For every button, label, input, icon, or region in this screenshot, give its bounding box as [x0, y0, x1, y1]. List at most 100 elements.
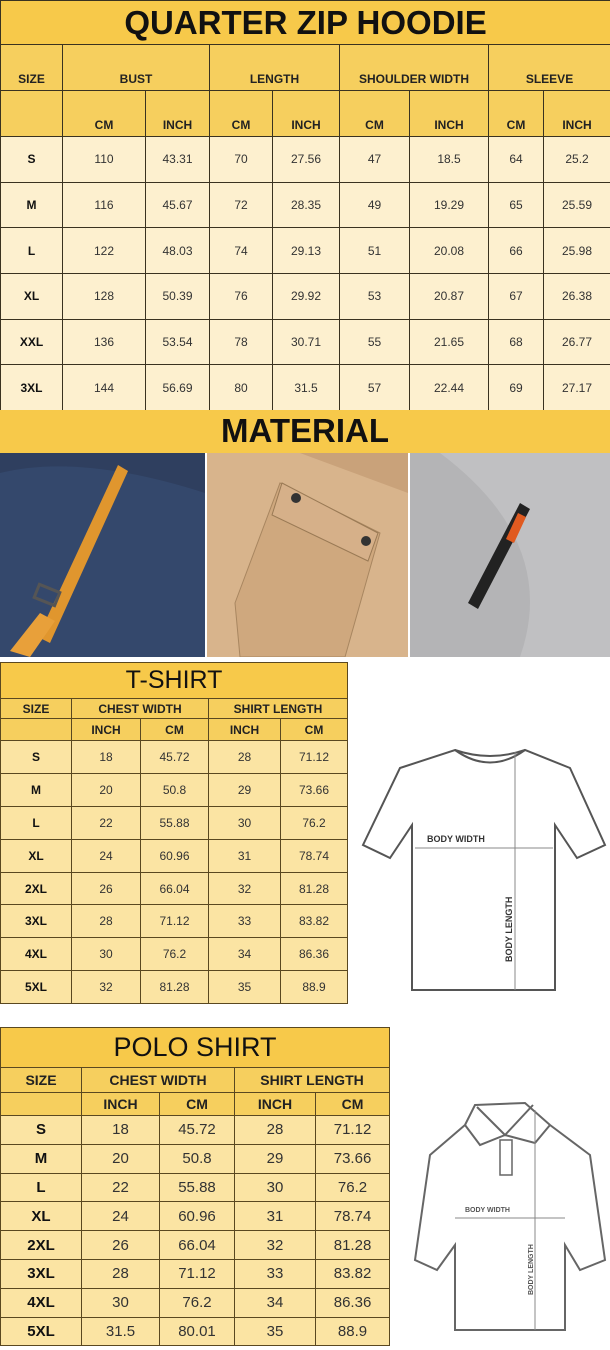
- value-cell: 86.36: [279, 937, 349, 972]
- value-cell: 60.96: [140, 838, 209, 873]
- value-cell: 76.2: [140, 937, 209, 972]
- value-cell: 128: [62, 273, 146, 320]
- value-cell: 57: [339, 364, 410, 412]
- table-row: XL 128 50.39 76 29.92 53 20.87 67 26.38: [0, 273, 610, 320]
- khaki-pocket-photo: [207, 453, 408, 657]
- value-cell: 26.77: [542, 318, 610, 366]
- value-cell: 31: [234, 1201, 316, 1232]
- column-group-header: LENGTH: [209, 44, 340, 91]
- value-cell: 50.8: [140, 772, 209, 807]
- column-group-header: SIZE: [0, 44, 63, 91]
- value-cell: 67: [488, 273, 544, 320]
- table-row: XXL 136 53.54 78 30.71 55 21.65 68 26.77: [0, 318, 610, 366]
- value-cell: 32: [208, 871, 281, 906]
- tshirt-size-table: T-SHIRT SIZE CHEST WIDTH SHIRT LENGTH INCH C…: [0, 662, 349, 1005]
- value-cell: 65: [488, 181, 544, 229]
- unit-header: INCH: [272, 90, 340, 137]
- tshirt-diagram: BODY WIDTH BODY LENGTH: [361, 748, 607, 991]
- value-cell: 31.5: [272, 364, 340, 412]
- value-cell: 71.12: [314, 1115, 391, 1145]
- unit-row: INCH CM INCH CM: [0, 1092, 391, 1116]
- table-row: 3XL 28 71.12 33 83.82: [0, 904, 349, 939]
- value-cell: 29: [208, 772, 281, 807]
- value-cell: 48.03: [145, 227, 210, 275]
- size-cell: 4XL: [0, 937, 72, 972]
- table-row: 3XL 144 56.69 80 31.5 57 22.44 69 27.17: [0, 364, 610, 412]
- table-row: XL 24 60.96 31 78.74: [0, 1201, 391, 1232]
- value-cell: 32: [234, 1230, 316, 1260]
- unit-header: INCH: [542, 90, 610, 137]
- hoodie-size-table: QUARTER ZIP HOODIE SIZE BUST LENGTH SHOULDE…: [0, 0, 610, 412]
- value-cell: 76.2: [279, 805, 349, 840]
- unit-header: CM: [488, 90, 544, 137]
- value-cell: 28: [81, 1258, 160, 1289]
- table-row: 2XL 26 66.04 32 81.28: [0, 1230, 391, 1260]
- size-cell: M: [0, 1143, 82, 1174]
- header-row: SIZE CHEST WIDTH SHIRT LENGTH: [0, 698, 349, 719]
- value-cell: 33: [234, 1258, 316, 1289]
- size-cell: 5XL: [0, 970, 72, 1005]
- table-row: L 22 55.88 30 76.2: [0, 1172, 391, 1203]
- size-cell: 3XL: [0, 1258, 82, 1289]
- value-cell: 78: [209, 318, 273, 366]
- value-cell: 47: [339, 136, 410, 183]
- unit-row: CM INCH CM INCH CM INCH CM INCH: [0, 90, 610, 137]
- value-cell: 31: [208, 838, 281, 873]
- polo-length-label: BODY LENGTH: [528, 1244, 535, 1295]
- tshirt-title: T-SHIRT: [0, 662, 349, 699]
- material-title: MATERIAL: [0, 410, 610, 453]
- column-group-header: SHIRT LENGTH: [207, 698, 349, 719]
- column-group-header: SIZE: [0, 1067, 82, 1093]
- size-cell: 5XL: [0, 1316, 82, 1347]
- unit-header: INCH: [71, 718, 141, 741]
- column-group-header: CHEST WIDTH: [71, 698, 209, 719]
- value-cell: 21.65: [409, 318, 489, 366]
- size-cell: XL: [0, 1201, 82, 1232]
- table-row: S 18 45.72 28 71.12: [0, 1115, 391, 1145]
- size-cell: S: [0, 1115, 82, 1145]
- value-cell: 68: [488, 318, 544, 366]
- table-row: 5XL 32 81.28 35 88.9: [0, 970, 349, 1005]
- value-cell: 66.04: [140, 871, 209, 906]
- value-cell: 60.96: [159, 1201, 235, 1232]
- polo-size-table: POLO SHIRT SIZE CHEST WIDTH SHIRT LENGTH IN…: [0, 1027, 391, 1347]
- size-cell: 2XL: [0, 1230, 82, 1260]
- value-cell: 24: [81, 1201, 160, 1232]
- value-cell: 50.39: [145, 273, 210, 320]
- value-cell: 43.31: [145, 136, 210, 183]
- table-row: XL 24 60.96 31 78.74: [0, 838, 349, 873]
- navy-fleece-photo: [0, 453, 205, 657]
- value-cell: 30.71: [272, 318, 340, 366]
- value-cell: 20.08: [409, 227, 489, 275]
- value-cell: 25.59: [542, 181, 610, 229]
- value-cell: 29.92: [272, 273, 340, 320]
- value-cell: 66.04: [159, 1230, 235, 1260]
- value-cell: 25.98: [542, 227, 610, 275]
- value-cell: 18.5: [409, 136, 489, 183]
- value-cell: 86.36: [314, 1287, 391, 1318]
- unit-header: CM: [62, 90, 146, 137]
- table-row: S 110 43.31 70 27.56 47 18.5 64 25.2: [0, 136, 610, 183]
- unit-header: CM: [140, 718, 209, 741]
- value-cell: 81.28: [279, 871, 349, 906]
- value-cell: 88.9: [314, 1316, 391, 1347]
- tshirt-length-label: BODY LENGTH: [504, 897, 514, 962]
- value-cell: 66: [488, 227, 544, 275]
- empty-cell: [0, 1092, 82, 1116]
- table-row: M 20 50.8 29 73.66: [0, 1143, 391, 1174]
- value-cell: 27.17: [542, 364, 610, 412]
- table-row: S 18 45.72 28 71.12: [0, 740, 349, 774]
- size-cell: XL: [0, 838, 72, 873]
- hoodie-title: QUARTER ZIP HOODIE: [0, 0, 610, 45]
- value-cell: 31.5: [81, 1316, 160, 1347]
- value-cell: 81.28: [314, 1230, 391, 1260]
- value-cell: 51: [339, 227, 410, 275]
- value-cell: 20: [81, 1143, 160, 1174]
- value-cell: 19.29: [409, 181, 489, 229]
- header-row: SIZE BUST LENGTH SHOULDER WIDTH SLEEVE: [0, 44, 610, 91]
- unit-header: CM: [209, 90, 273, 137]
- unit-header: CM: [279, 718, 349, 741]
- value-cell: 83.82: [314, 1258, 391, 1289]
- value-cell: 53.54: [145, 318, 210, 366]
- table-row: M 116 45.67 72 28.35 49 19.29 65 25.59: [0, 181, 610, 229]
